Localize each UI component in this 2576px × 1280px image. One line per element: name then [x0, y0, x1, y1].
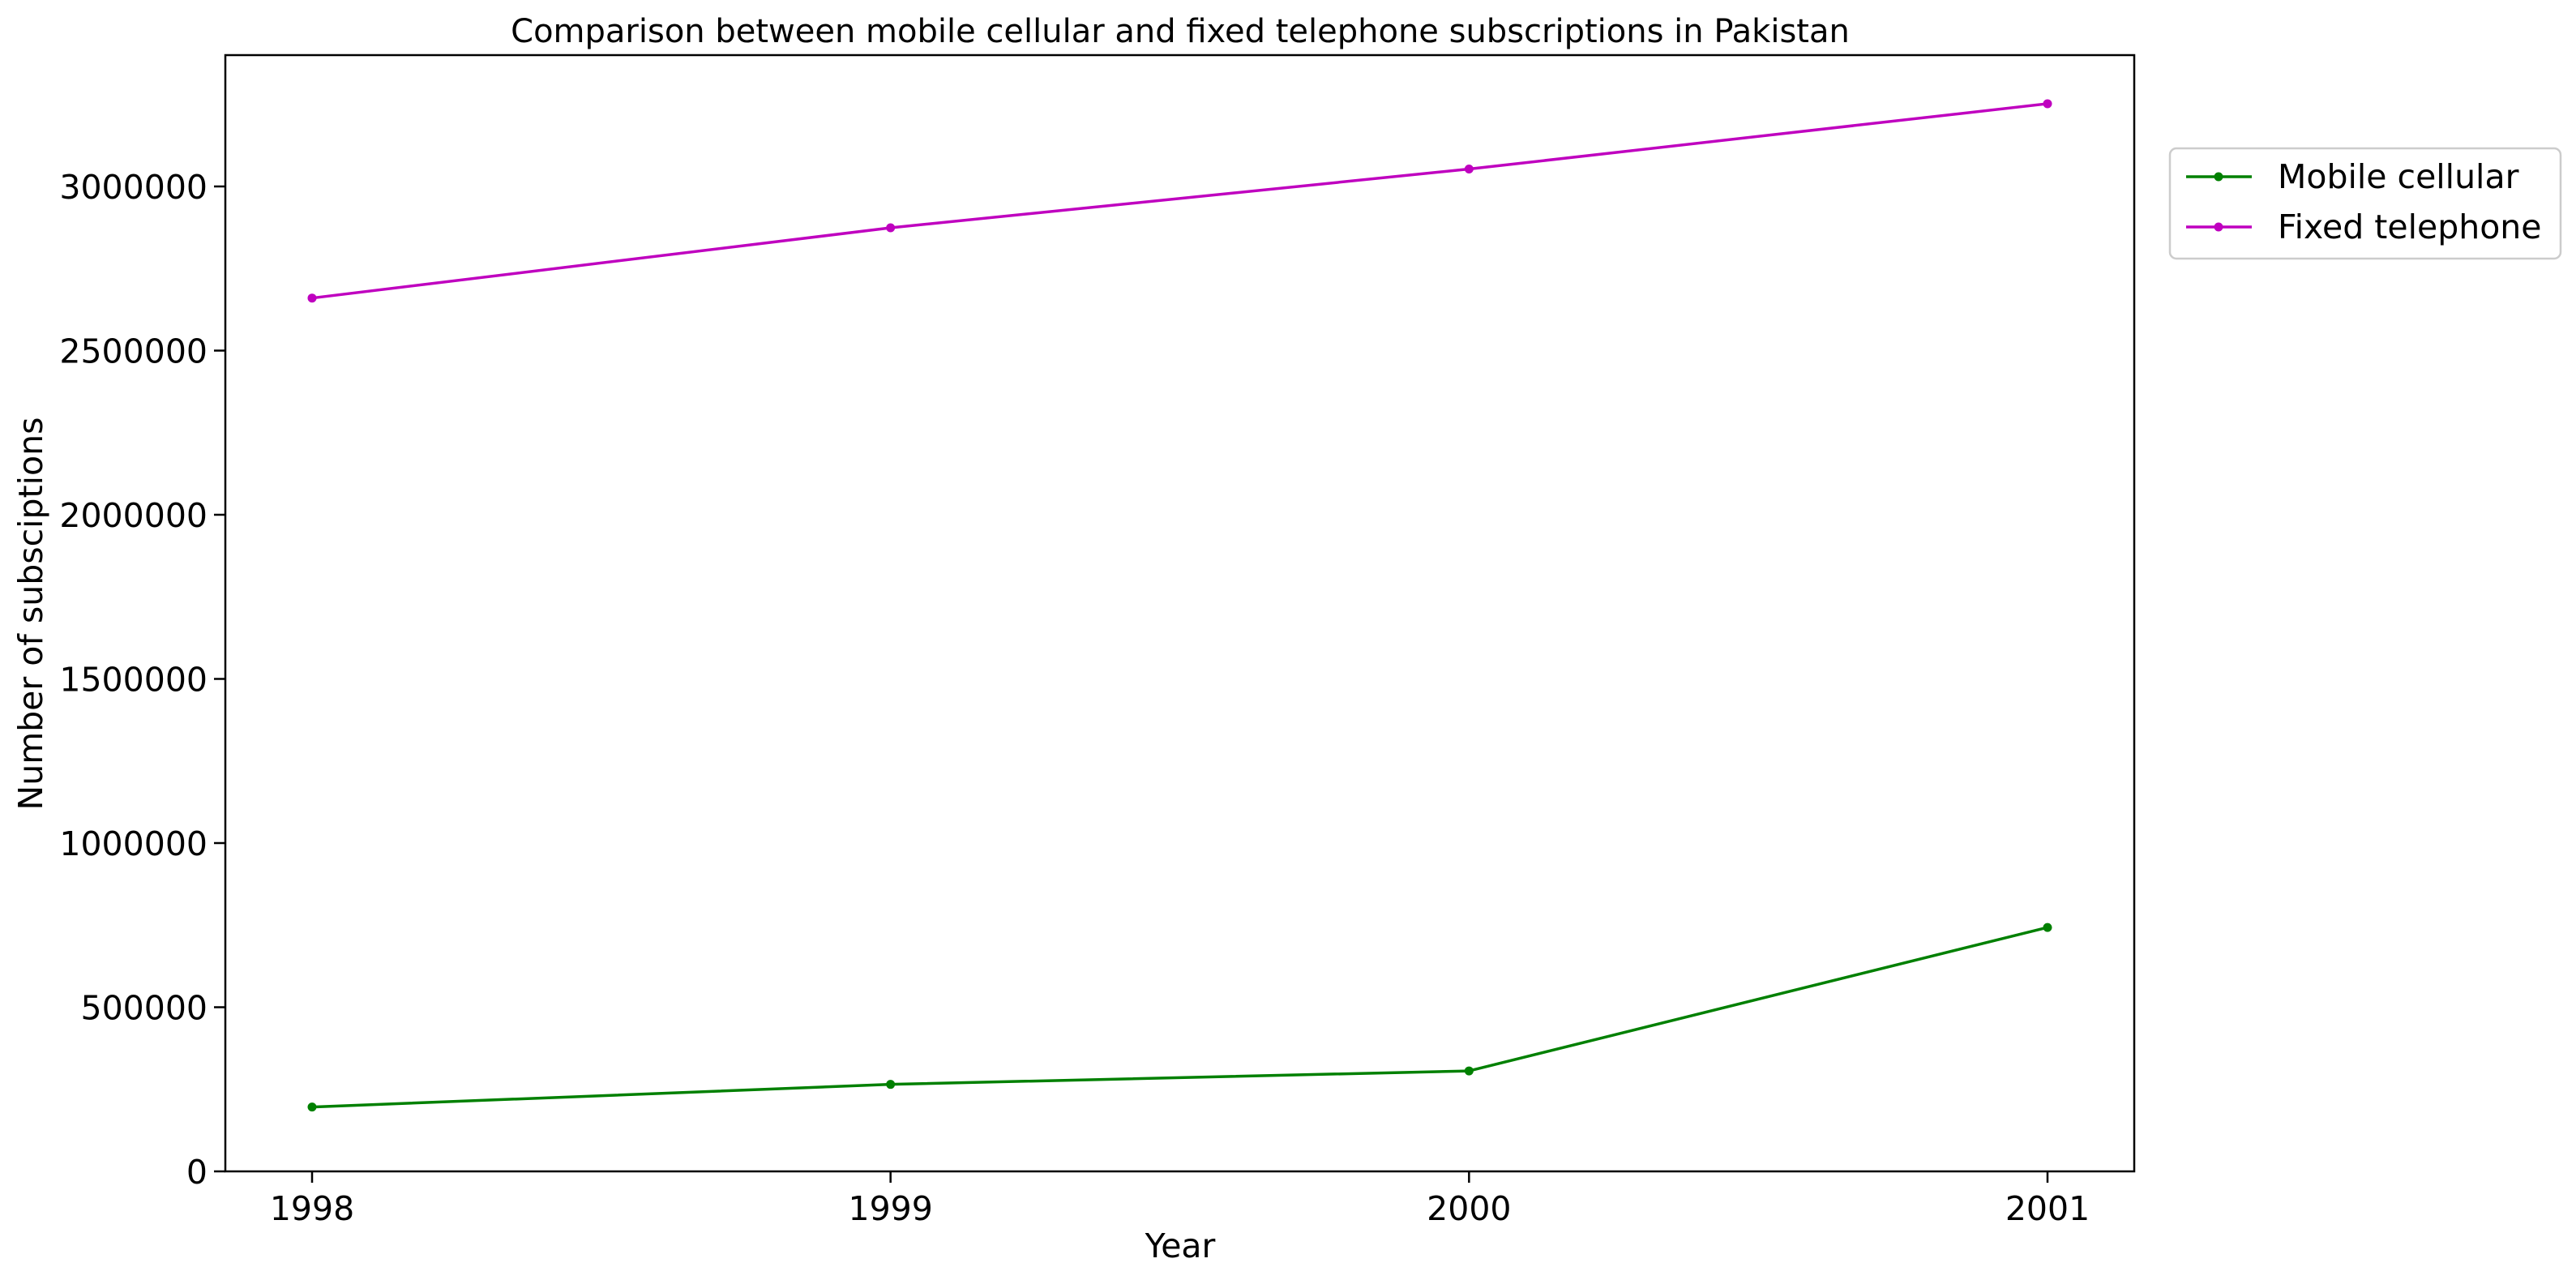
- y-tick-label: 0: [186, 1153, 208, 1192]
- y-axis-ticks: 0 500000 1000000 1500000 2000000 2500000 30000…: [59, 168, 225, 1192]
- chart-title: Comparison between mobile cellular and f…: [511, 13, 1850, 50]
- plot-frame: [224, 54, 2136, 1173]
- series-line-mobile-cellular: [311, 926, 2048, 1109]
- legend-label-mobile-cellular: Mobile cellular: [2278, 157, 2519, 196]
- y-tick-label: 2000000: [59, 496, 208, 535]
- data-point-fixed-telephone: [886, 223, 896, 233]
- legend-label-fixed-telephone: Fixed telephone: [2278, 208, 2542, 246]
- x-axis-label: Year: [1145, 1226, 1216, 1265]
- data-point-fixed-telephone: [1464, 165, 1474, 174]
- y-tick-label: 3000000: [59, 168, 208, 207]
- y-tick-label: 500000: [80, 989, 208, 1028]
- legend-marker-fixed-telephone: [2214, 222, 2223, 232]
- data-point-mobile-cellular: [886, 1080, 896, 1089]
- data-point-mobile-cellular: [1464, 1066, 1474, 1076]
- data-point-fixed-telephone: [2043, 99, 2052, 109]
- data-point-mobile-cellular: [2043, 923, 2052, 932]
- x-tick-label: 2001: [2005, 1189, 2090, 1228]
- series-layer: [307, 99, 2052, 1112]
- x-tick-label: 2000: [1427, 1189, 1511, 1228]
- legend-marker-mobile-cellular: [2214, 172, 2223, 182]
- x-tick-label: 1998: [270, 1189, 354, 1228]
- x-tick-label: 1999: [848, 1189, 932, 1228]
- y-tick-label: 2500000: [59, 332, 208, 371]
- series-line-fixed-telephone: [311, 102, 2048, 300]
- y-tick-label: 1500000: [59, 661, 208, 700]
- legend: Mobile cellular Fixed telephone: [2168, 147, 2562, 260]
- data-point-fixed-telephone: [307, 293, 317, 303]
- data-point-mobile-cellular: [307, 1102, 317, 1112]
- legend-box: [2168, 147, 2562, 260]
- x-axis-ticks: 1998 1999 2000 2001: [270, 1171, 2090, 1228]
- y-axis-label: Number of subsciptions: [11, 417, 50, 811]
- y-tick-label: 1000000: [59, 824, 208, 863]
